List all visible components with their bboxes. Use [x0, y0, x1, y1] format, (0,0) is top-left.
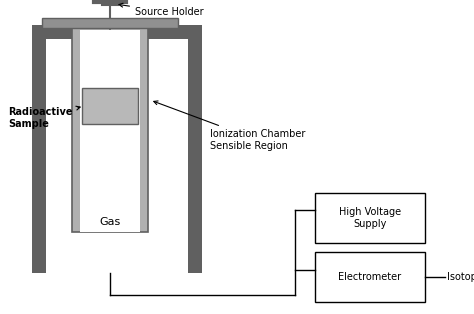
- Bar: [72, 22, 148, 232]
- Bar: [32, 25, 202, 273]
- Text: Gas: Gas: [100, 217, 120, 227]
- Bar: [42, 18, 178, 28]
- Bar: [82, 88, 138, 124]
- Text: Isotope Selector: Isotope Selector: [447, 272, 474, 282]
- Bar: [80, 30, 140, 232]
- Text: Source Holder: Source Holder: [119, 3, 204, 17]
- Text: Radioactive
Sample: Radioactive Sample: [8, 106, 80, 129]
- Bar: [46, 39, 188, 273]
- Bar: [80, 124, 140, 224]
- Text: Electrometer: Electrometer: [338, 272, 401, 282]
- Bar: [315, 252, 425, 302]
- Text: Ionization Chamber
Sensible Region: Ionization Chamber Sensible Region: [154, 101, 305, 151]
- Bar: [315, 193, 425, 243]
- Text: High Voltage
Supply: High Voltage Supply: [339, 207, 401, 229]
